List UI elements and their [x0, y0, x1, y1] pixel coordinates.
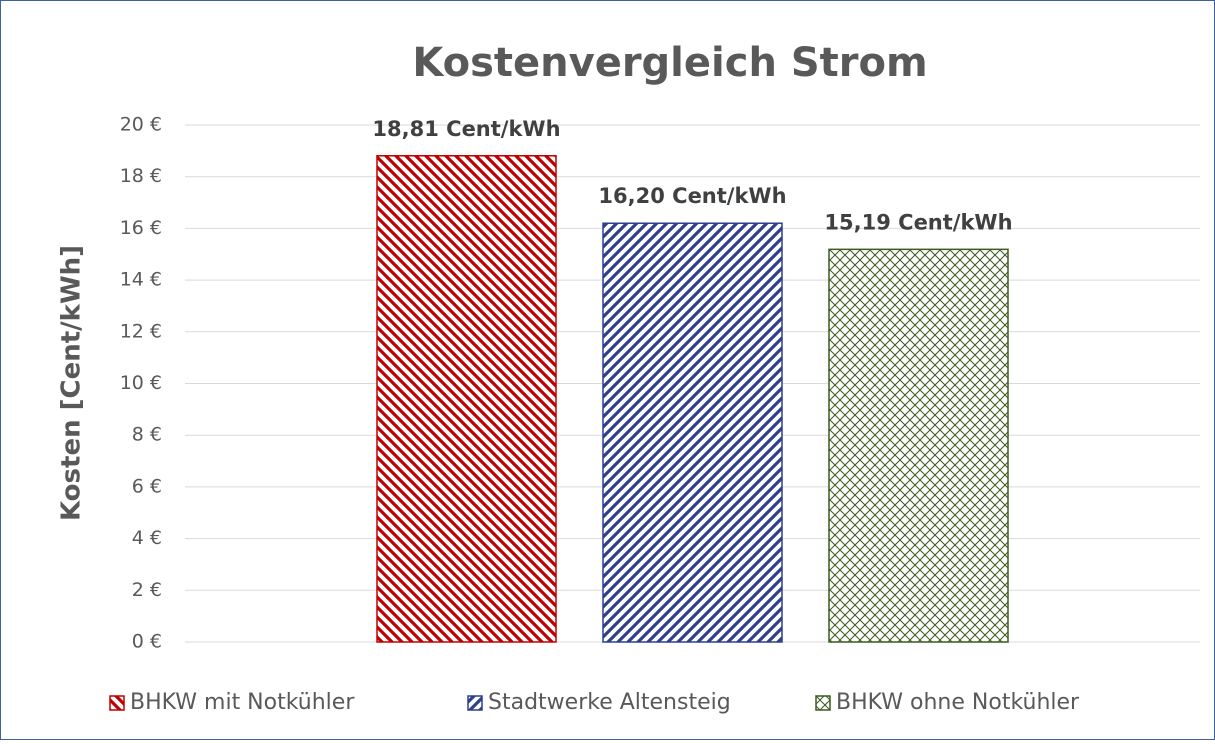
- data-label: 15,19 Cent/kWh: [824, 210, 1012, 234]
- y-axis-label: Kosten [Cent/kWh]: [57, 245, 87, 521]
- legend-label: BHKW mit Notkühler: [130, 690, 355, 715]
- y-tick-label: 20 €: [120, 114, 162, 136]
- y-tick-label: 18 €: [120, 165, 162, 187]
- legend-label: Stadtwerke Altensteig: [488, 690, 731, 715]
- data-label: 18,81 Cent/kWh: [372, 117, 560, 141]
- y-tick-label: 16 €: [120, 217, 162, 239]
- legend-swatch: [815, 695, 831, 711]
- bar: [602, 222, 783, 643]
- y-tick-label: 12 €: [120, 320, 162, 342]
- bar: [376, 155, 557, 643]
- legend-swatch: [467, 695, 483, 711]
- y-tick-label: 6 €: [132, 475, 162, 497]
- y-tick-label: 14 €: [120, 269, 162, 291]
- chart-title: Kostenvergleich Strom: [412, 40, 927, 86]
- legend-swatch: [109, 695, 125, 711]
- bar: [828, 248, 1009, 643]
- y-tick-label: 2 €: [132, 579, 162, 601]
- y-tick-label: 0 €: [132, 631, 162, 653]
- legend-label: BHKW ohne Notkühler: [836, 690, 1080, 715]
- y-tick-label: 8 €: [132, 424, 162, 446]
- data-label: 16,20 Cent/kWh: [598, 184, 786, 208]
- y-tick-label: 4 €: [132, 527, 162, 549]
- y-tick-label: 10 €: [120, 372, 162, 394]
